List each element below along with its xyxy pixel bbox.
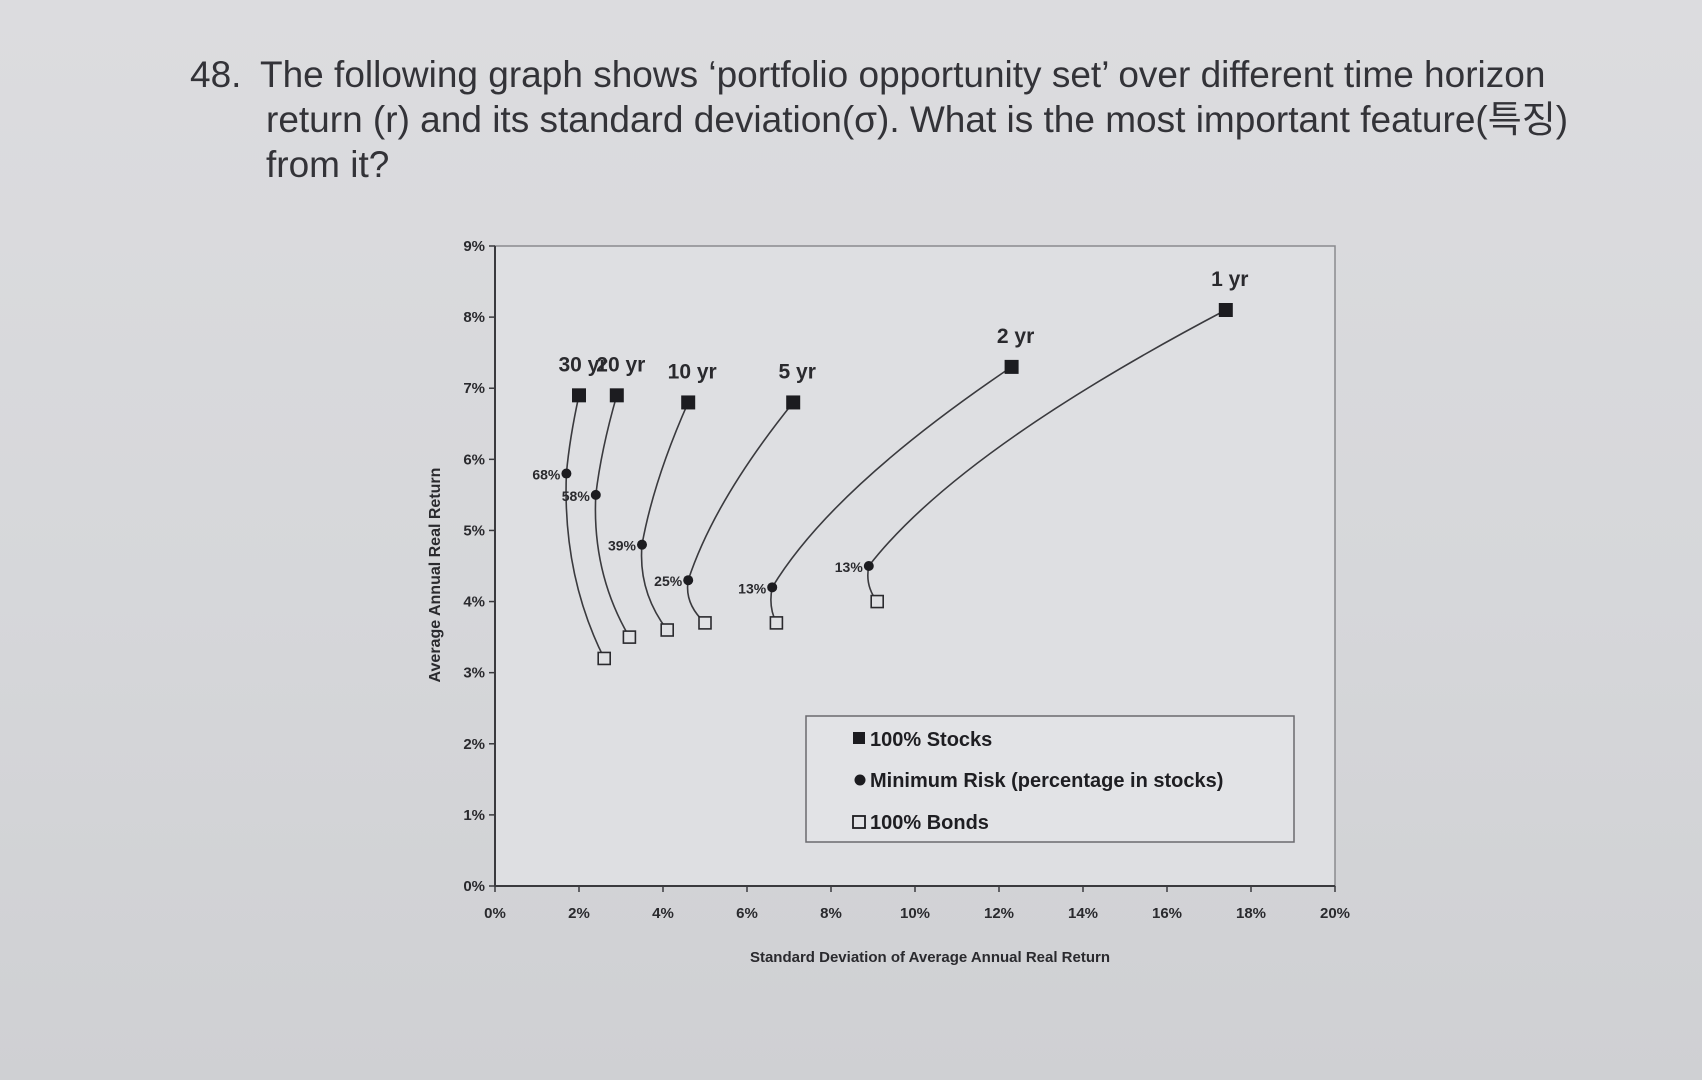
question-line-2: return (r) and its standard deviation(σ)… bbox=[266, 99, 1569, 140]
question-number: 48. bbox=[190, 54, 242, 95]
minrisk-point-30-yr bbox=[561, 468, 572, 479]
x-tick-label: 18% bbox=[1236, 905, 1266, 922]
x-tick-label: 20% bbox=[1320, 905, 1350, 922]
x-tick-label: 10% bbox=[900, 905, 930, 922]
legend: 100% Stocks Minimum Risk (percentage in … bbox=[805, 715, 1295, 843]
y-tick-label: 0% bbox=[463, 878, 485, 895]
stocks-point-5-yr bbox=[786, 395, 801, 410]
minrisk-point-2-yr bbox=[767, 582, 778, 593]
x-tick-label: 6% bbox=[736, 905, 758, 922]
question-line-1-text: The following graph shows ‘portfolio opp… bbox=[260, 54, 1546, 95]
bonds-point-2-yr bbox=[769, 616, 784, 630]
y-tick-label: 4% bbox=[463, 594, 485, 611]
minrisk-label-1-yr: 13% bbox=[835, 559, 864, 575]
x-axis-ticks: 0% 2% 4% 6% 8% 10% 12% 14% 16% 18% 20% bbox=[484, 886, 1350, 922]
curve-10-yr bbox=[640, 402, 689, 631]
minrisk-point-20-yr bbox=[590, 489, 601, 500]
stocks-point-2-yr bbox=[1004, 359, 1019, 374]
y-axis-label: Average Annual Real Return bbox=[427, 468, 444, 683]
y-axis-ticks: 0% 1% 2% 3% 4% 5% 6% 7% 8% 9% bbox=[463, 238, 495, 895]
horizon-label-1-yr: 1 yr bbox=[1211, 268, 1248, 291]
bonds-point-5-yr bbox=[698, 616, 712, 630]
x-tick-label: 12% bbox=[984, 905, 1014, 922]
legend-bonds-marker bbox=[852, 815, 866, 829]
minrisk-label-10-yr: 39% bbox=[608, 538, 637, 554]
stocks-point-10-yr bbox=[681, 395, 696, 410]
y-tick-label: 9% bbox=[463, 238, 485, 255]
data-labels: 30 yr 68% 20 yr 58% 10 yr 39% 5 yr 25% 2 yr 13% 1 … bbox=[532, 268, 1248, 596]
legend-minrisk-label: Minimum Risk (percentage in stocks) bbox=[870, 770, 1223, 792]
x-tick-label: 16% bbox=[1152, 905, 1182, 922]
y-tick-label: 7% bbox=[463, 380, 485, 397]
question-text: 48. The following graph shows ‘portfolio … bbox=[190, 52, 1610, 187]
minrisk-label-30-yr: 68% bbox=[532, 467, 561, 483]
question-line-3: from it? bbox=[266, 144, 390, 185]
curve-30-yr bbox=[565, 395, 605, 659]
minrisk-point-1-yr bbox=[863, 561, 874, 571]
minrisk-point-5-yr bbox=[683, 575, 694, 586]
legend-stocks-label: 100% Stocks bbox=[870, 729, 992, 751]
curve-5-yr bbox=[686, 401, 794, 624]
curve-1-yr bbox=[867, 309, 1227, 603]
x-tick-label: 14% bbox=[1068, 905, 1098, 922]
y-tick-label: 6% bbox=[463, 451, 485, 468]
legend-box bbox=[805, 715, 1295, 843]
y-tick-label: 8% bbox=[463, 309, 485, 326]
legend-minrisk-marker bbox=[854, 774, 866, 786]
bonds-point-10-yr bbox=[660, 623, 675, 637]
question-line-1: 48. The following graph shows ‘portfolio … bbox=[190, 52, 1610, 97]
horizon-label-2-yr: 2 yr bbox=[997, 325, 1034, 348]
y-tick-label: 2% bbox=[463, 736, 485, 753]
legend-stocks-marker bbox=[853, 732, 865, 744]
stocks-point-1-yr bbox=[1218, 303, 1233, 317]
legend-bonds-label: 100% Bonds bbox=[870, 812, 989, 834]
horizon-label-30-yr: 30 yr bbox=[558, 353, 607, 376]
minrisk-label-5-yr: 25% bbox=[654, 573, 683, 589]
bonds-point-1-yr bbox=[870, 594, 885, 609]
y-tick-label: 1% bbox=[463, 807, 485, 824]
y-tick-label: 5% bbox=[463, 522, 485, 539]
minrisk-label-20-yr: 58% bbox=[562, 488, 591, 504]
x-tick-label: 4% bbox=[652, 905, 674, 922]
minrisk-point-10-yr bbox=[637, 539, 647, 550]
x-tick-label: 8% bbox=[820, 905, 842, 922]
x-tick-label: 2% bbox=[568, 905, 590, 922]
x-tick-label: 0% bbox=[484, 905, 506, 922]
stocks-point-30-yr bbox=[572, 388, 586, 403]
bonds-point-20-yr bbox=[622, 630, 637, 644]
data-markers bbox=[561, 303, 1233, 666]
curve-2-yr bbox=[770, 366, 1013, 624]
minrisk-label-2-yr: 13% bbox=[738, 580, 767, 596]
horizon-label-20-yr: 20 yr bbox=[596, 353, 645, 376]
x-axis-label: Standard Deviation of Average Annual Rea… bbox=[750, 949, 1110, 966]
bonds-point-30-yr bbox=[597, 651, 612, 666]
y-tick-label: 3% bbox=[463, 665, 485, 682]
horizon-label-10-yr: 10 yr bbox=[668, 360, 717, 383]
stocks-point-20-yr bbox=[609, 388, 624, 403]
horizon-label-5-yr: 5 yr bbox=[779, 360, 816, 383]
